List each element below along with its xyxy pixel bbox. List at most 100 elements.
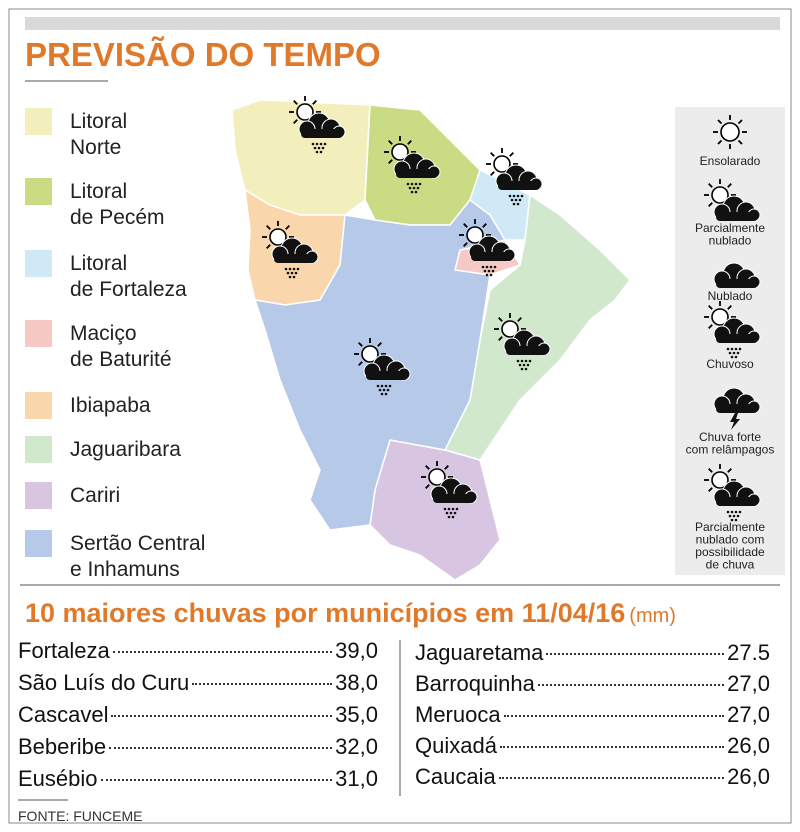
weather-icon [459, 219, 516, 277]
drop [443, 507, 447, 511]
drop [736, 514, 740, 518]
drop [384, 392, 388, 396]
city: Cascavel [18, 702, 109, 727]
drop [736, 351, 740, 355]
drop [512, 202, 516, 206]
ray [708, 183, 713, 188]
icon-label: de chuva [706, 558, 755, 572]
legend-swatch [25, 482, 52, 509]
legend-swatch [25, 108, 52, 135]
weather-icon [704, 179, 761, 222]
rain-value: 27.5 [727, 640, 770, 665]
ray [727, 305, 732, 310]
drop [418, 182, 422, 186]
drop [732, 514, 736, 518]
weather-icon [421, 461, 478, 519]
legend-swatch [25, 320, 52, 347]
legend-label: Maciço [70, 322, 137, 345]
drop [313, 146, 317, 150]
ray [293, 119, 298, 124]
ray [377, 342, 382, 347]
sun [428, 468, 446, 486]
rain-value: 26,0 [727, 764, 770, 789]
drop [412, 186, 416, 190]
drop [730, 518, 734, 522]
legend-label: Norte [70, 136, 121, 159]
cloud [716, 404, 758, 413]
legend-label: Litoral [70, 110, 127, 133]
sun [493, 155, 511, 173]
city: Caucaia [415, 764, 496, 789]
drop [485, 265, 489, 269]
region [443, 193, 631, 461]
drop [388, 384, 392, 388]
ray [358, 342, 363, 347]
drop [319, 150, 323, 154]
cloud [471, 252, 513, 261]
drop [516, 202, 520, 206]
drop [384, 384, 388, 388]
leader [537, 684, 725, 686]
drop [510, 198, 514, 202]
drop [522, 363, 526, 367]
weather-icon [486, 148, 543, 206]
cloud [274, 254, 316, 263]
ray [388, 159, 393, 164]
drop [512, 194, 516, 198]
legend-label: Cariri [70, 484, 120, 507]
drop [520, 359, 524, 363]
weather-icon [704, 301, 761, 359]
ray [717, 139, 723, 145]
drop [528, 359, 532, 363]
ray [717, 119, 723, 125]
rain-row: Jaguaretama 27.5 [415, 640, 770, 668]
drop [290, 271, 294, 275]
ray [482, 223, 487, 228]
ray [708, 487, 713, 492]
drop [516, 194, 520, 198]
drop [734, 510, 738, 514]
ray [358, 361, 363, 366]
rain-row: Beberibe 32,0 [18, 734, 378, 762]
sun [711, 186, 729, 204]
weather-icon [713, 262, 761, 289]
city: Meruoca [415, 702, 501, 727]
drop [447, 515, 451, 519]
ray [727, 183, 732, 188]
rain-value: 38,0 [335, 670, 378, 695]
drop [317, 146, 321, 150]
legend-swatch [25, 436, 52, 463]
ray [498, 336, 503, 341]
icon-label: Chuvoso [706, 357, 754, 371]
rain-row: Quixadá 26,0 [415, 733, 770, 761]
drop [386, 388, 390, 392]
ray [498, 317, 503, 322]
sun [391, 143, 409, 161]
legend-swatch [25, 250, 52, 277]
drop [508, 194, 512, 198]
sun [711, 471, 729, 489]
leader [112, 651, 333, 653]
cloud [396, 169, 438, 178]
sun [269, 228, 287, 246]
drop [319, 142, 323, 146]
drop [449, 511, 453, 515]
drop [453, 511, 457, 515]
weather-icon [262, 221, 319, 279]
icon-label: Chuva forte [699, 430, 761, 444]
cloud [506, 346, 548, 355]
legend-swatch [25, 392, 52, 419]
drop [524, 359, 528, 363]
rain-row: São Luís do Curu 38,0 [18, 670, 378, 698]
drop [516, 359, 520, 363]
leader [546, 653, 725, 655]
ray [285, 225, 290, 230]
cloud [366, 371, 408, 380]
weather-icon [384, 136, 441, 194]
rain-heading-text: 10 maiores chuvas por municípios em 11/0… [25, 598, 625, 628]
drop [296, 267, 300, 271]
icon-label: Parcialmente [695, 520, 765, 534]
drop [451, 515, 455, 519]
ray [425, 465, 430, 470]
rain-value: 31,0 [335, 766, 378, 791]
